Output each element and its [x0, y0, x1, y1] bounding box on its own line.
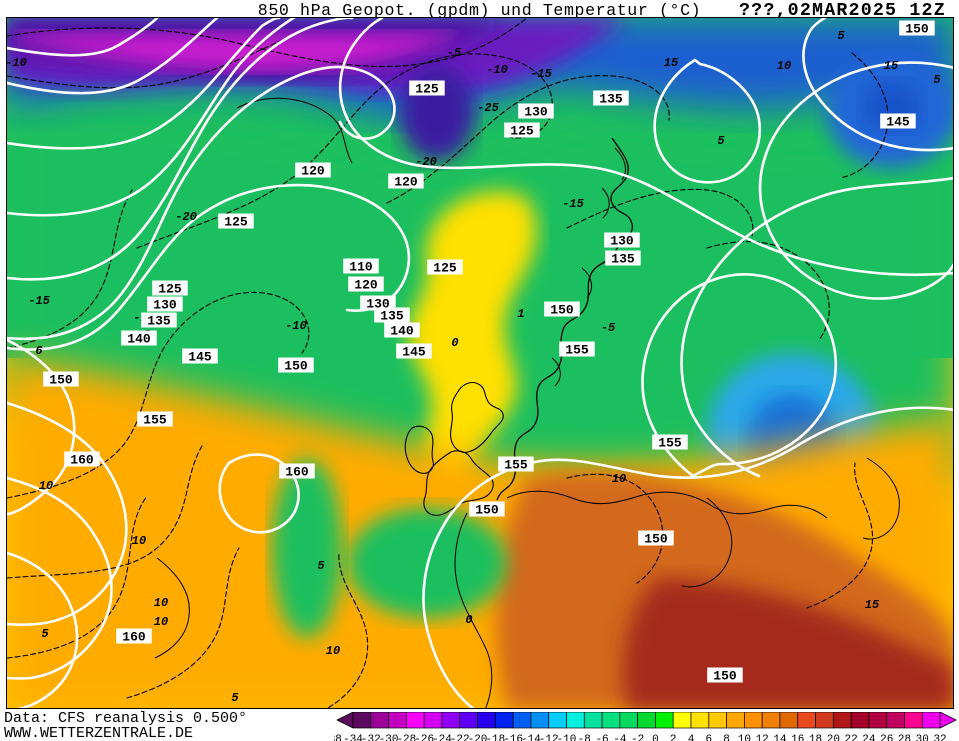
- svg-text:18: 18: [809, 734, 822, 741]
- svg-text:22: 22: [845, 734, 858, 741]
- svg-text:125: 125: [415, 82, 439, 97]
- svg-text:130: 130: [610, 234, 634, 249]
- svg-text:130: 130: [153, 298, 177, 313]
- svg-text:125: 125: [158, 282, 182, 297]
- svg-text:26: 26: [880, 734, 893, 741]
- svg-text:-4: -4: [613, 734, 627, 741]
- svg-text:14: 14: [773, 734, 787, 741]
- svg-text:-8: -8: [578, 734, 591, 741]
- svg-text:125: 125: [510, 124, 534, 139]
- svg-text:28: 28: [898, 734, 911, 741]
- svg-text:120: 120: [354, 278, 378, 293]
- svg-text:150: 150: [284, 359, 308, 374]
- svg-text:135: 135: [380, 309, 404, 324]
- svg-text:125: 125: [224, 215, 248, 230]
- svg-text:160: 160: [70, 453, 94, 468]
- svg-text:135: 135: [599, 92, 623, 107]
- svg-text:140: 140: [127, 332, 151, 347]
- svg-text:120: 120: [301, 164, 325, 179]
- svg-text:135: 135: [611, 252, 635, 267]
- svg-text:125: 125: [433, 261, 457, 276]
- svg-text:150: 150: [713, 669, 737, 684]
- svg-text:145: 145: [188, 350, 212, 365]
- svg-text:4: 4: [688, 734, 695, 741]
- svg-text:160: 160: [285, 465, 309, 480]
- svg-text:145: 145: [402, 345, 426, 360]
- svg-text:10: 10: [738, 734, 751, 741]
- svg-text:150: 150: [49, 373, 73, 388]
- svg-text:6: 6: [705, 734, 712, 741]
- svg-text:110: 110: [349, 260, 373, 275]
- svg-text:135: 135: [147, 314, 171, 329]
- svg-text:2: 2: [670, 734, 677, 741]
- svg-text:20: 20: [827, 734, 840, 741]
- svg-text:155: 155: [143, 413, 167, 428]
- svg-text:30: 30: [916, 734, 929, 741]
- svg-text:150: 150: [550, 303, 574, 318]
- svg-text:24: 24: [862, 734, 876, 741]
- svg-text:8: 8: [723, 734, 730, 741]
- svg-text:16: 16: [791, 734, 804, 741]
- svg-text:0: 0: [652, 734, 659, 741]
- svg-text:160: 160: [122, 630, 146, 645]
- svg-text:120: 120: [394, 175, 418, 190]
- svg-text:-2: -2: [631, 734, 644, 741]
- svg-text:150: 150: [644, 532, 668, 547]
- svg-text:155: 155: [658, 436, 682, 451]
- svg-text:150: 150: [905, 22, 929, 37]
- svg-text:140: 140: [390, 324, 414, 339]
- svg-text:130: 130: [524, 105, 548, 120]
- svg-text:-6: -6: [595, 734, 608, 741]
- svg-text:145: 145: [886, 115, 910, 130]
- svg-text:155: 155: [565, 343, 589, 358]
- svg-text:12: 12: [756, 734, 769, 741]
- svg-text:-10: -10: [557, 734, 577, 741]
- svg-text:32: 32: [933, 734, 946, 741]
- svg-text:-38: -38: [334, 734, 342, 741]
- svg-text:150: 150: [475, 503, 499, 518]
- svg-text:155: 155: [504, 458, 528, 473]
